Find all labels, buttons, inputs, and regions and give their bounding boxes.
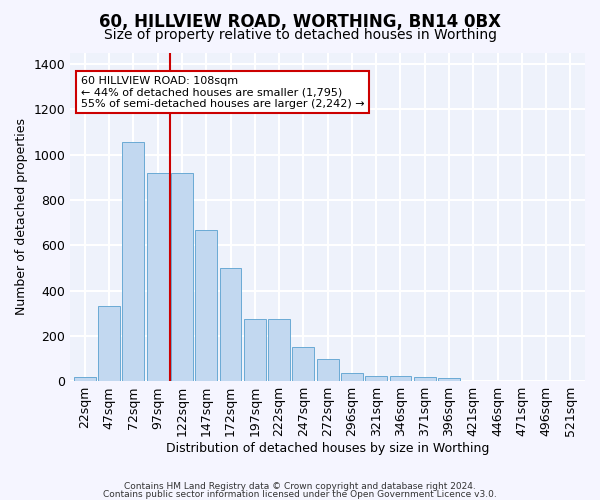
Bar — [171, 172, 193, 381]
Bar — [122, 142, 145, 381]
Y-axis label: Number of detached properties: Number of detached properties — [15, 118, 28, 316]
Text: Contains HM Land Registry data © Crown copyright and database right 2024.: Contains HM Land Registry data © Crown c… — [124, 482, 476, 491]
Bar — [389, 376, 412, 381]
Bar — [220, 268, 241, 381]
Text: Size of property relative to detached houses in Worthing: Size of property relative to detached ho… — [104, 28, 497, 42]
X-axis label: Distribution of detached houses by size in Worthing: Distribution of detached houses by size … — [166, 442, 490, 455]
Bar — [196, 230, 217, 381]
Bar — [147, 172, 169, 381]
Bar — [438, 378, 460, 381]
Bar — [317, 358, 338, 381]
Text: 60 HILLVIEW ROAD: 108sqm
← 44% of detached houses are smaller (1,795)
55% of sem: 60 HILLVIEW ROAD: 108sqm ← 44% of detach… — [80, 76, 364, 108]
Bar — [341, 374, 363, 381]
Bar — [74, 376, 96, 381]
Bar — [414, 377, 436, 381]
Bar — [244, 319, 266, 381]
Text: Contains public sector information licensed under the Open Government Licence v3: Contains public sector information licen… — [103, 490, 497, 499]
Bar — [365, 376, 387, 381]
Bar — [98, 306, 120, 381]
Bar — [268, 319, 290, 381]
Bar — [292, 347, 314, 381]
Text: 60, HILLVIEW ROAD, WORTHING, BN14 0BX: 60, HILLVIEW ROAD, WORTHING, BN14 0BX — [99, 12, 501, 30]
